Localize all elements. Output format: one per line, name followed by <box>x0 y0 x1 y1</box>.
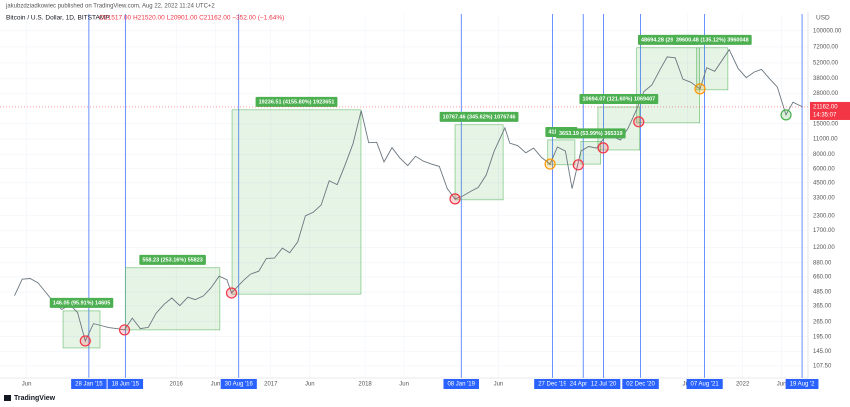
measure-box <box>231 109 362 295</box>
y-tick-label: 1200.00 <box>813 245 835 251</box>
y-tick-label: 52000.00 <box>813 60 839 66</box>
x-tick-label: Jun <box>494 382 504 388</box>
x-tick-label: Jun <box>399 382 409 388</box>
x-tick-highlight <box>622 379 659 389</box>
x-tick-label: 30 Aug '16 <box>225 382 254 388</box>
marker <box>449 193 461 205</box>
y-tick-label: 11000.00 <box>813 137 838 143</box>
marker <box>597 142 609 154</box>
x-tick-highlight <box>220 379 257 389</box>
measure-box <box>454 124 504 201</box>
y-tick-label: 8000.00 <box>813 152 835 158</box>
measure-box <box>125 267 221 331</box>
measure-box <box>62 310 101 349</box>
y-tick-label: 72000.00 <box>813 45 839 51</box>
measure-box <box>636 47 700 124</box>
x-tick-label: 12 Jul '20 <box>591 382 617 388</box>
y-tick-label: 3300.00 <box>813 196 835 202</box>
measure-box <box>547 139 576 166</box>
y-tick-label: 4500.00 <box>813 180 835 186</box>
logo <box>4 395 11 401</box>
y-tick-label: 6000.00 <box>813 166 835 172</box>
symbol: Bitcoin / U.S. Dollar, 1D, BITSTAMP <box>6 15 110 22</box>
marker <box>694 83 706 95</box>
measure-label-bg <box>439 111 519 122</box>
measure-label: 19236.51 (4155.80%) 1923651 <box>259 99 335 105</box>
y-tick-label: 2300.00 <box>813 213 835 219</box>
y-tick-label: 145.00 <box>813 349 832 355</box>
marker <box>633 116 645 128</box>
measure-label: 48694.28 (299.20%) 4 <box>641 37 696 43</box>
currency: USD <box>816 15 830 22</box>
ohlc: O21517.00 H21520.00 L20901.00 C21162.00 … <box>99 15 284 22</box>
measure-label-bg <box>556 128 626 139</box>
x-tick-highlight <box>686 379 723 389</box>
x-tick-label: Jun <box>305 382 315 388</box>
y-tick-label: 107.50 <box>813 363 832 369</box>
measure-label-bg <box>49 297 114 308</box>
measure-label: 10694.07 (121.60%) 1069407 <box>582 96 655 102</box>
y-tick-label: 38000.00 <box>813 76 839 82</box>
y-tick-label: 365.00 <box>813 304 832 310</box>
y-tick-label: 1700.00 <box>813 228 835 234</box>
y-tick-label: 880.00 <box>813 260 832 266</box>
x-tick-highlight <box>71 379 107 389</box>
x-tick-label: 2022 <box>736 382 750 388</box>
x-tick-label: 24 Apr '20 <box>570 382 597 388</box>
y-tick-label: 100000.00 <box>813 28 842 34</box>
measure-label: 39600.48 (135.12%) 3960048 <box>676 37 749 43</box>
marker <box>572 159 584 171</box>
x-tick-label: Jun <box>22 382 32 388</box>
x-tick-label: 08 Jan '19 <box>447 382 475 388</box>
measure-label: 3653.19 (53.99%) 365319 <box>559 131 623 137</box>
marker <box>79 335 91 347</box>
x-tick-label: 2016 <box>170 382 184 388</box>
y-tick-label: 195.00 <box>813 334 832 340</box>
marker <box>225 287 238 299</box>
marker <box>118 324 131 336</box>
measure-label-bg <box>255 96 338 107</box>
x-tick-label: 2017 <box>264 382 278 388</box>
y-tick-label: 28000.00 <box>813 91 839 97</box>
x-tick-highlight <box>107 379 144 389</box>
marker <box>780 109 792 121</box>
last-price-label: 21162.00 <box>813 105 838 111</box>
measure-label: 146.05 (95.91%) 14605 <box>53 300 111 306</box>
x-tick-label: 18 Jun '15 <box>112 382 140 388</box>
x-tick-label: 27 Dec '19 <box>538 382 567 388</box>
x-tick-highlight <box>534 379 571 389</box>
last-price-box <box>810 101 850 120</box>
x-tick-highlight <box>443 379 479 389</box>
x-tick-label: 19 Aug '2 <box>790 382 815 388</box>
measure-label-bg <box>139 254 206 265</box>
x-tick-label: 07 Aug '21 <box>691 382 720 388</box>
measure-label: 558.23 (253.16%) 55823 <box>142 257 203 263</box>
y-tick-label: 660.00 <box>813 275 832 281</box>
x-tick-highlight <box>785 379 819 389</box>
y-tick-label: 485.00 <box>813 290 832 296</box>
marker <box>544 158 556 170</box>
measure-label: 10767.46 (345.62%) 1076746 <box>443 114 516 120</box>
x-tick-highlight <box>565 379 601 389</box>
y-tick-label: 265.00 <box>813 319 832 325</box>
x-tick-highlight <box>586 379 621 389</box>
price-line <box>14 48 803 343</box>
x-tick-label: 28 Jan '15 <box>75 382 103 388</box>
footer: TradingView <box>14 395 56 402</box>
measure-label-bg <box>672 34 752 45</box>
y-tick-label: 15000.00 <box>813 121 839 127</box>
x-tick-label: 2018 <box>358 382 372 388</box>
measure-label-bg <box>579 93 659 104</box>
x-tick-label: 02 Dec '20 <box>626 382 655 388</box>
x-tick-label: Jun <box>211 382 221 388</box>
countdown: 14:35:07 <box>813 113 837 119</box>
x-tick-label: Jun <box>777 382 787 388</box>
publisher-line: jakubzdziadkowiec published on TradingVi… <box>5 4 215 10</box>
